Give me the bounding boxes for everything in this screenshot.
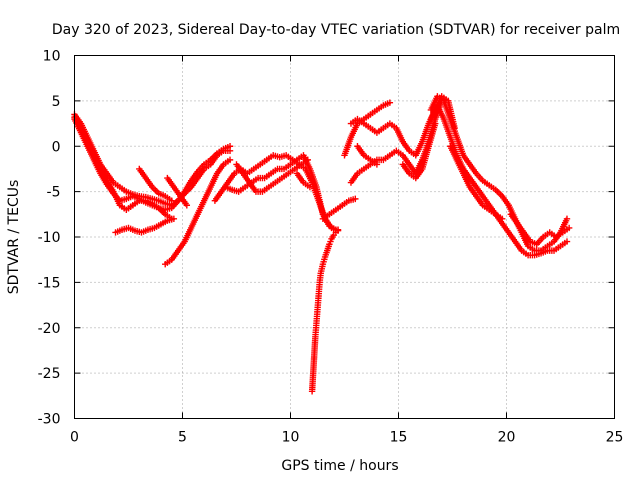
data-point [168,197,175,204]
y-tick-label: 5 [52,94,61,110]
x-axis-label: GPS time / hours [281,458,398,474]
data-point [565,224,573,232]
data-point [432,120,439,127]
series-track-18 [399,120,439,182]
y-tick-label: -25 [38,366,61,382]
y-tick-label: -10 [38,230,61,246]
series-track-13 [319,195,359,223]
x-tick-label: 5 [178,430,187,446]
data-point [563,238,571,245]
data-point [226,147,234,154]
data-point [226,156,234,164]
x-tick-label: 0 [70,430,79,446]
data-points [71,93,573,395]
y-tick-label: -5 [47,185,61,201]
series-track-10 [233,156,311,195]
data-point [183,202,191,209]
data-point [304,156,311,164]
grid-lines [74,55,615,419]
y-tick-label: -30 [38,412,61,428]
series-track-6 [136,165,175,204]
x-tick-label: 10 [282,430,300,446]
series-track-20 [427,102,571,259]
series-track-22 [507,211,573,248]
x-tick-label: 15 [390,430,408,446]
tick-labels: 0 5 10 15 20 25 -30 -25 -20 -15 -10 -5 0 5 10 [38,49,624,446]
data-point [334,226,342,233]
series-track-11 [293,170,314,191]
data-point [306,183,314,191]
series-track-7 [164,174,191,209]
x-tick-label: 25 [606,430,624,446]
data-point [352,195,359,203]
y-tick-label: -15 [38,275,61,291]
series-track-8 [211,152,342,234]
data-point [498,215,506,223]
series-track-12 [308,226,342,395]
series-track-5 [162,156,234,268]
x-tick-label: 20 [498,430,516,446]
series-track-21 [447,143,506,223]
y-tick-label: -20 [38,321,61,337]
data-point [170,215,178,223]
data-point [386,99,394,106]
y-tick-label: 0 [52,139,61,155]
series-track-4 [112,215,178,236]
series-track-9 [222,152,340,233]
series-track-3 [71,114,175,223]
y-tick-label: 10 [43,49,61,65]
chart-title: Day 320 of 2023, Sidereal Day-to-day VTE… [52,22,620,38]
plot-frame [74,55,615,419]
data-point [563,215,571,223]
series-track-17 [354,143,381,168]
series-track-14 [341,99,394,159]
y-axis-label: SDTVAR / TECUs [6,180,22,295]
series-track-19 [427,93,571,254]
data-point [373,161,381,168]
